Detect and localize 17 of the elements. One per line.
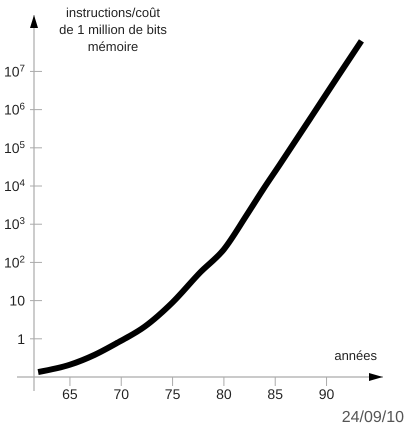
- y-tick-label: 10$^{2}$: [4, 254, 25, 270]
- y-tick-label: 10$^{4}$: [4, 178, 26, 194]
- y-tick-label: 10$^{3}$: [4, 216, 26, 232]
- text: 24/09/10: [342, 409, 404, 426]
- y-tick-label: 10$^{6}$: [4, 101, 26, 118]
- y-tick-label: 10: [9, 292, 26, 309]
- x-tick-label: 90: [318, 386, 335, 402]
- x-tick-label: 75: [164, 386, 181, 402]
- y-tick-label: 10$^{7}$: [4, 62, 25, 80]
- x-axis-title: années: [334, 348, 378, 363]
- x-tick-label: 65: [62, 386, 78, 402]
- x-tick-label: 85: [267, 386, 284, 402]
- x-tick-label: 80: [216, 386, 232, 402]
- y-tick-label: 10$^{5}$: [4, 139, 26, 156]
- y-axis-title: instructions/coût de 1 million de bits mémoire: [59, 5, 168, 54]
- x-tick-label: 70: [113, 386, 130, 402]
- y-tick-label: 1: [17, 330, 26, 347]
